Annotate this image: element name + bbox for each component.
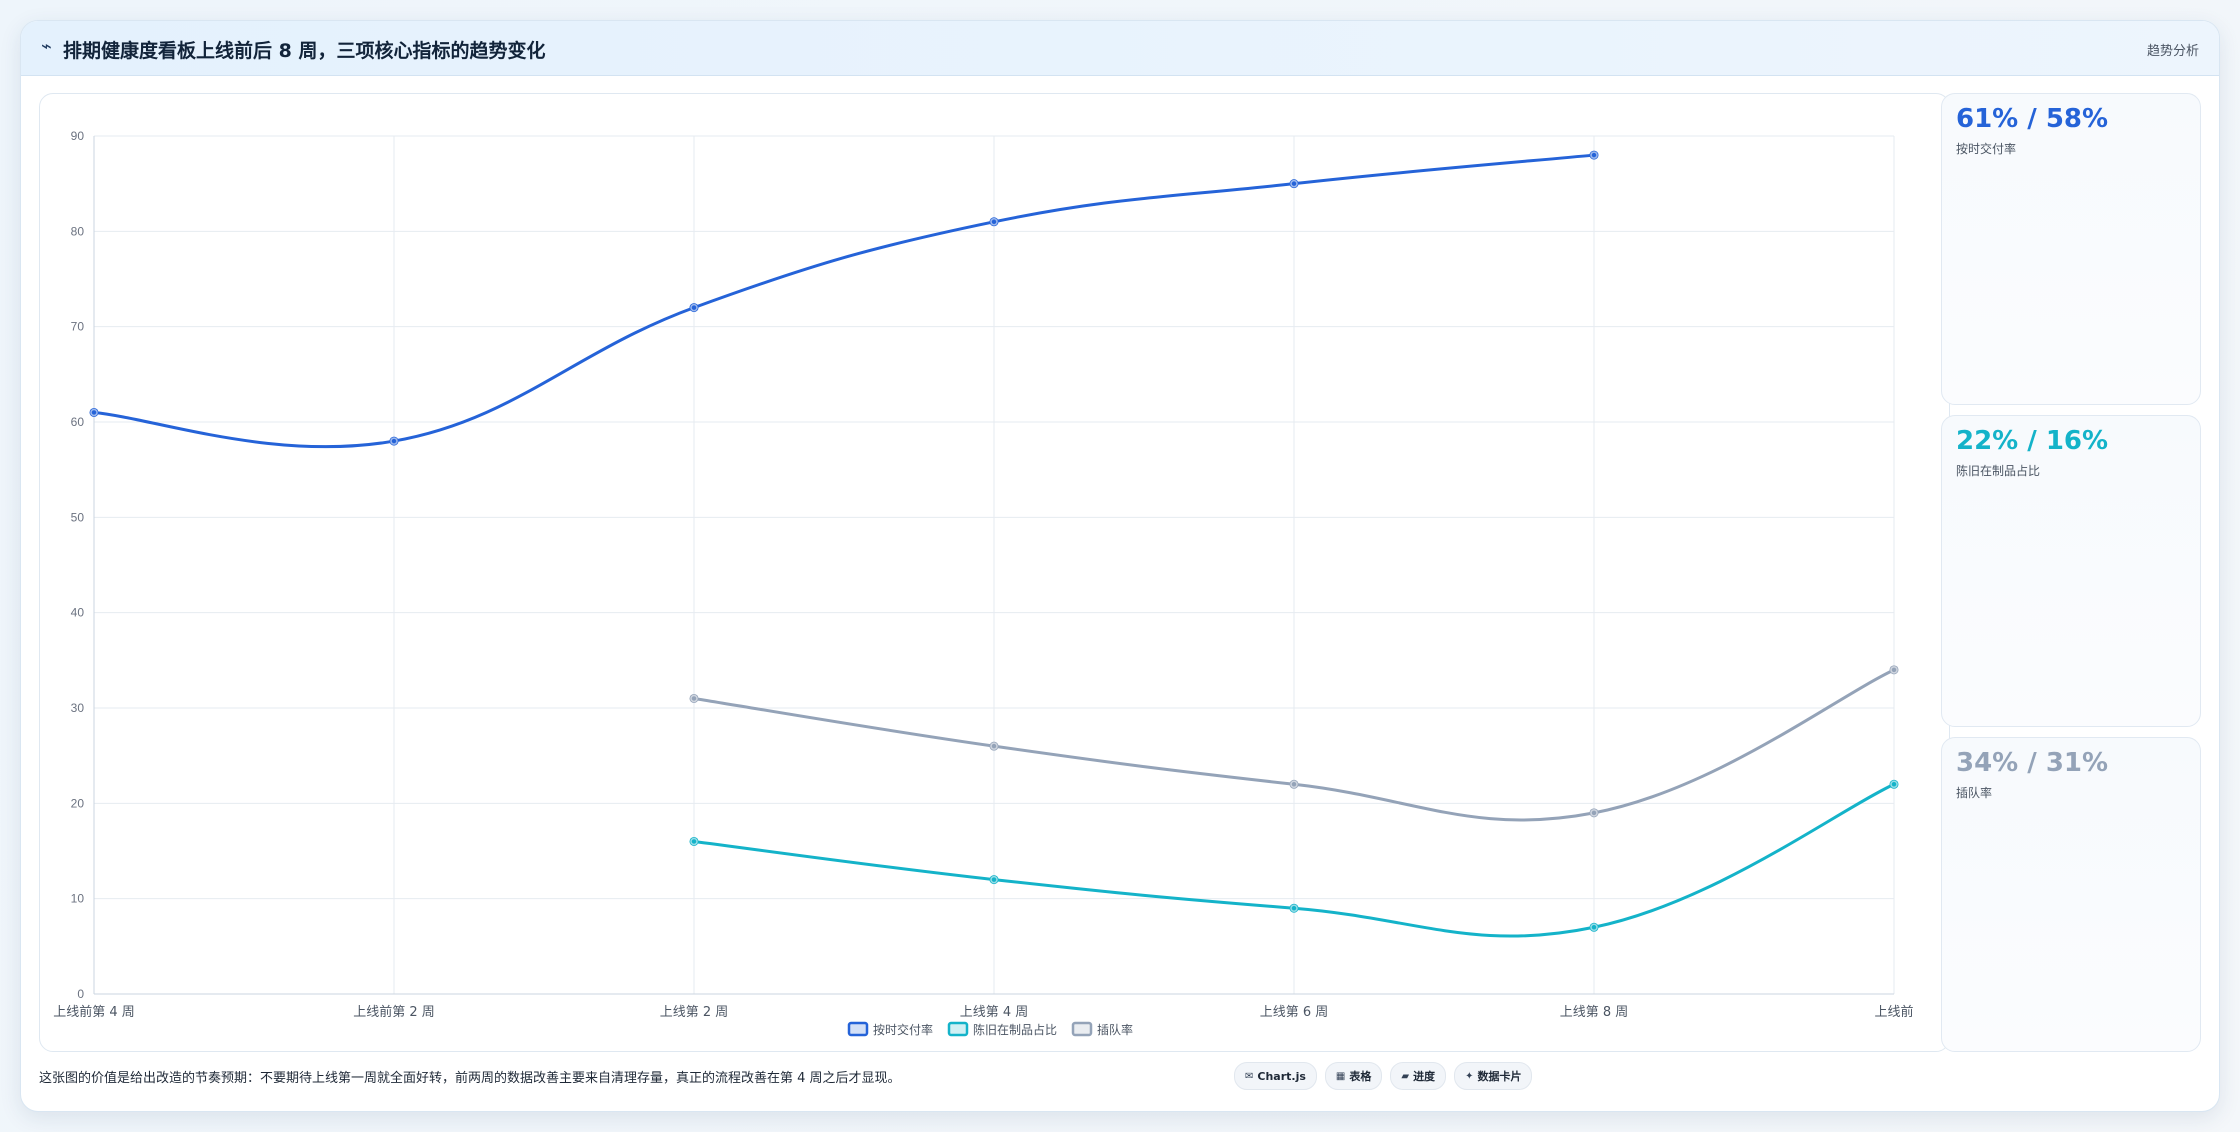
- trend-analysis-link[interactable]: 趋势分析: [2146, 44, 2199, 59]
- data-point-highlight: [1290, 179, 1298, 188]
- stat-value: 22% / 16%: [1956, 426, 2109, 456]
- stat-card-insert-rate: 34% / 31% 插队率: [1941, 737, 2201, 1052]
- x-tick-label: 上线第 6 周: [1260, 1005, 1329, 1020]
- legend-swatch: [847, 1021, 869, 1037]
- chart-card: 0 10 20 30 40 50 60 70 80 90 上线前第 4 周 上线前第 2 周 上线第 2…: [39, 93, 1950, 1052]
- pill-table[interactable]: ▦ 表格: [1324, 1062, 1383, 1090]
- pill-label: 数据卡片: [1477, 1070, 1522, 1083]
- card-icon: ✦: [1465, 1070, 1474, 1082]
- y-tick-label: 50: [71, 510, 85, 524]
- data-point-highlight: [1290, 904, 1298, 912]
- stat-card-on-time: 61% / 58% 按时交付率: [1941, 93, 2201, 405]
- page-title: 排期健康度看板上线前后 8 周，三项核心指标的趋势变化: [63, 40, 546, 62]
- pill-label: 表格: [1349, 1070, 1372, 1083]
- series-line-0: [93, 153, 1595, 449]
- pill-chartjs[interactable]: ✉ Chart.js: [1234, 1062, 1317, 1090]
- y-tick-label: 60: [71, 415, 85, 429]
- line-chart: 0 10 20 30 40 50 60 70 80 90 上线前第 4 周 上线前第 2 周 上线第 2…: [53, 129, 1913, 1037]
- chart-footnote: 这张图的价值是给出改造的节奏预期：不要期待上线第一周就全面好转，前两周的数据改善…: [39, 1071, 901, 1086]
- y-tick-label: 20: [71, 796, 85, 810]
- stat-value: 61% / 58%: [1956, 104, 2109, 134]
- stat-value: 34% / 31%: [1956, 748, 2109, 778]
- y-tick-label: 40: [71, 606, 85, 620]
- data-point-highlight: [390, 437, 398, 445]
- data-point-highlight: [1590, 923, 1598, 932]
- x-tick-label: 上线前: [1874, 1004, 1913, 1020]
- x-tick-label: 上线第 8 周: [1560, 1005, 1629, 1020]
- data-point-highlight: [990, 218, 998, 226]
- stat-label: 按时交付率: [1956, 142, 2017, 156]
- x-tick-label: 上线前第 2 周: [353, 1004, 435, 1020]
- y-tick-label: 0: [77, 987, 84, 1001]
- legend-label: 插队率: [1097, 1022, 1133, 1037]
- table-icon: ▦: [1335, 1070, 1346, 1082]
- legend-swatch: [947, 1021, 969, 1037]
- x-tick-label: 上线第 2 周: [660, 1005, 729, 1020]
- data-point-highlight: [690, 694, 698, 703]
- data-point-highlight: [690, 837, 698, 846]
- y-tick-label: 70: [71, 320, 85, 334]
- trend-icon: ⌁: [41, 36, 52, 57]
- data-point-highlight: [90, 408, 98, 417]
- pill-data-card[interactable]: ✦ 数据卡片: [1454, 1062, 1533, 1090]
- data-point-highlight: [1890, 780, 1898, 789]
- stat-label: 插队率: [1956, 786, 1993, 800]
- x-tick-label: 上线第 4 周: [960, 1005, 1029, 1020]
- y-tick-label: 90: [71, 129, 85, 143]
- legend-label: 陈旧在制品占比: [973, 1022, 1057, 1037]
- pill-label: 进度: [1413, 1070, 1436, 1083]
- stat-label: 陈旧在制品占比: [1956, 464, 2041, 478]
- dashboard-panel: ⌁ 排期健康度看板上线前后 8 周，三项核心指标的趋势变化 趋势分析 0 10 20…: [20, 20, 2220, 1112]
- panel-header: ⌁ 排期健康度看板上线前后 8 周，三项核心指标的趋势变化 趋势分析: [21, 21, 2219, 76]
- data-point-highlight: [1590, 151, 1598, 159]
- y-tick-label: 10: [71, 892, 85, 906]
- chart-icon: ✉: [1245, 1070, 1254, 1082]
- pill-progress[interactable]: ▰ 进度: [1390, 1062, 1447, 1090]
- data-point-highlight: [1290, 780, 1298, 789]
- data-point-highlight: [690, 303, 698, 312]
- data-point-highlight: [990, 875, 998, 884]
- x-tick-label: 上线前第 4 周: [53, 1004, 135, 1020]
- legend-label: 按时交付率: [873, 1022, 933, 1037]
- data-point-highlight: [1590, 809, 1598, 817]
- tag-pill-row: ✉ Chart.js ▦ 表格 ▰ 进度 ✦ 数据卡片: [1234, 1062, 1533, 1090]
- data-point-highlight: [1890, 666, 1898, 674]
- legend-swatch: [1071, 1021, 1093, 1037]
- progress-icon: ▰: [1401, 1070, 1410, 1082]
- data-point-highlight: [990, 742, 998, 750]
- y-tick-label: 30: [71, 701, 85, 715]
- stat-card-stale-wip: 22% / 16% 陈旧在制品占比: [1941, 415, 2201, 727]
- pill-label: Chart.js: [1257, 1069, 1306, 1083]
- y-tick-label: 80: [71, 224, 85, 238]
